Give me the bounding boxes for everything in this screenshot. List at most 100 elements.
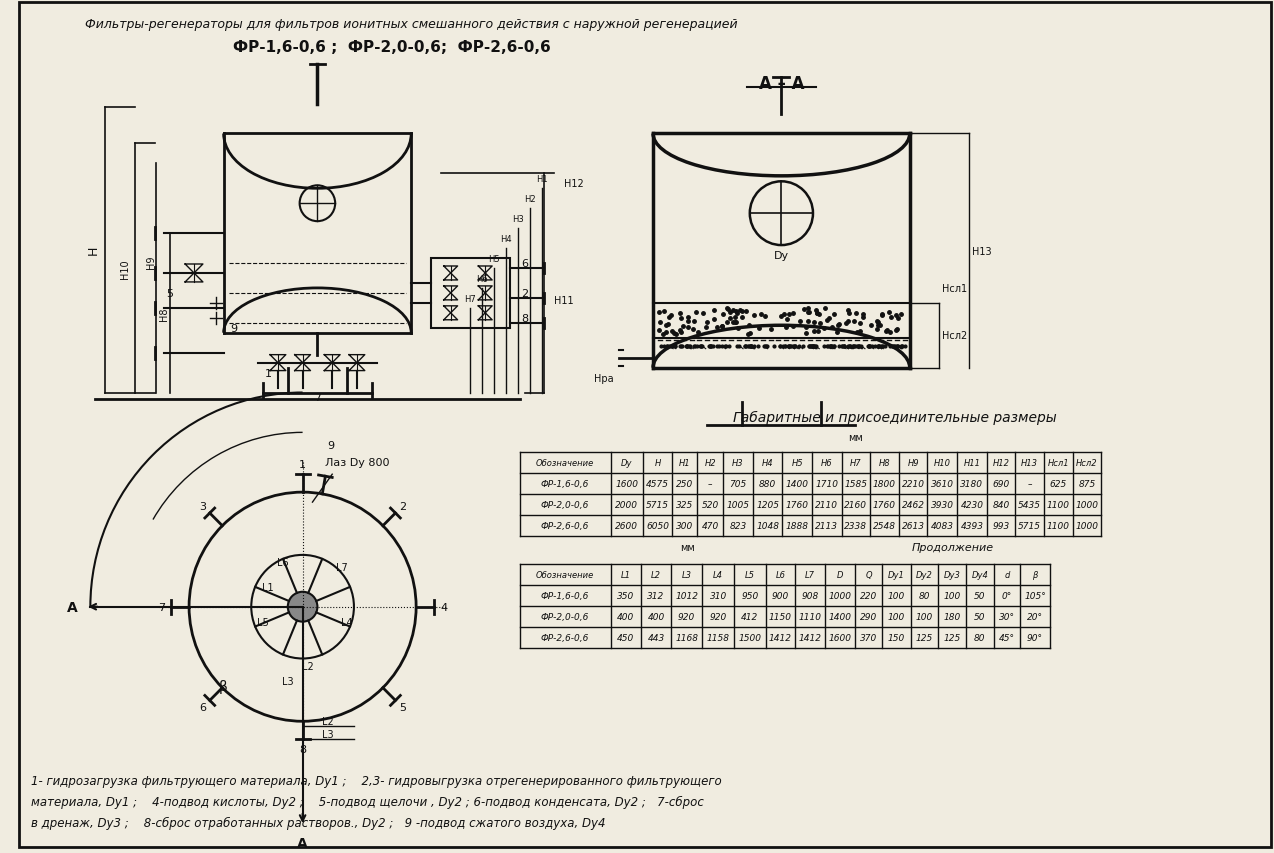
Text: 290: 290: [860, 612, 878, 621]
Text: 840: 840: [992, 501, 1010, 509]
Text: 100: 100: [888, 591, 905, 600]
Text: Нсл2: Нсл2: [943, 331, 967, 341]
Text: 400: 400: [618, 612, 634, 621]
Text: ФР-1,6-0,6: ФР-1,6-0,6: [541, 591, 590, 600]
Text: 100: 100: [888, 612, 905, 621]
Text: 7: 7: [313, 393, 321, 403]
Text: 2000: 2000: [615, 501, 638, 509]
Text: 1205: 1205: [755, 501, 780, 509]
Text: Нсл1: Нсл1: [1047, 459, 1069, 467]
Text: H1: H1: [535, 175, 548, 184]
Text: 900: 900: [772, 591, 789, 600]
Text: L7: L7: [805, 570, 815, 579]
Text: L1: L1: [262, 582, 274, 592]
Text: 2462: 2462: [902, 501, 925, 509]
Text: 1000: 1000: [1075, 521, 1098, 531]
Text: Q: Q: [865, 570, 873, 579]
Text: 90°: 90°: [1027, 633, 1043, 641]
Text: 2613: 2613: [902, 521, 925, 531]
Text: L2: L2: [651, 570, 661, 579]
Text: 350: 350: [618, 591, 634, 600]
Text: 8: 8: [299, 745, 306, 754]
Text: 400: 400: [647, 612, 665, 621]
Text: 1412: 1412: [769, 633, 792, 641]
Text: 2210: 2210: [902, 479, 925, 489]
Text: H3: H3: [733, 459, 744, 467]
Text: L6: L6: [276, 557, 289, 567]
Text: 105°: 105°: [1024, 591, 1046, 600]
Text: H9: H9: [145, 255, 155, 269]
Text: 310: 310: [710, 591, 727, 600]
Text: L4: L4: [341, 617, 353, 627]
Text: d: d: [1004, 570, 1010, 579]
Text: 1600: 1600: [828, 633, 851, 641]
Text: Продолжение: Продолжение: [912, 543, 994, 552]
Text: 125: 125: [944, 633, 961, 641]
Text: 180: 180: [944, 612, 961, 621]
Text: Dy1: Dy1: [888, 570, 905, 579]
Text: 1150: 1150: [769, 612, 792, 621]
Text: L2: L2: [302, 662, 313, 671]
Text: 1412: 1412: [799, 633, 822, 641]
Text: материала, Dy1 ;    4-подвод кислоты, Dy2 ;    5-подвод щелочи , Dy2 ; 6-подвод : материала, Dy1 ; 4-подвод кислоты, Dy2 ;…: [31, 795, 705, 808]
Text: 8: 8: [521, 313, 529, 323]
Text: H3: H3: [512, 215, 524, 223]
Text: 312: 312: [647, 591, 665, 600]
Text: 125: 125: [916, 633, 933, 641]
Text: Dy: Dy: [622, 459, 633, 467]
Text: 3180: 3180: [961, 479, 984, 489]
Text: 1- гидрозагрузка фильтрующего материала, Dy1 ;    2,3- гидровыгрузка отрегенерир: 1- гидрозагрузка фильтрующего материала,…: [31, 775, 722, 787]
Text: 2: 2: [521, 288, 529, 299]
Text: 1000: 1000: [1075, 501, 1098, 509]
Text: 370: 370: [860, 633, 878, 641]
Text: 9: 9: [327, 440, 335, 450]
Text: 5: 5: [166, 288, 173, 299]
Text: 6: 6: [521, 258, 529, 269]
Text: ФР-1,6-0,6 ;  ФР-2,0-0,6;  ФР-2,6-0,6: ФР-1,6-0,6 ; ФР-2,0-0,6; ФР-2,6-0,6: [233, 40, 550, 55]
Text: 20°: 20°: [1027, 612, 1043, 621]
Text: H11: H11: [554, 296, 575, 306]
Text: 100: 100: [944, 591, 961, 600]
Text: H5: H5: [488, 255, 499, 264]
Text: 1005: 1005: [726, 501, 749, 509]
Text: 4575: 4575: [646, 479, 669, 489]
Text: 875: 875: [1078, 479, 1096, 489]
Text: L5: L5: [257, 617, 269, 627]
Text: Нсл2: Нсл2: [1077, 459, 1098, 467]
Text: H8: H8: [879, 459, 891, 467]
Text: 9: 9: [229, 323, 237, 334]
Text: 1400: 1400: [828, 612, 851, 621]
Text: L5: L5: [745, 570, 754, 579]
Text: H8: H8: [159, 307, 169, 320]
Text: 1158: 1158: [707, 633, 730, 641]
Text: H7: H7: [465, 294, 476, 304]
Text: Лаз Dy 800: Лаз Dy 800: [325, 458, 389, 467]
Text: в дренаж, Dy3 ;    8-сброс отработанных растворов., Dy2 ;   9 -подвод сжатого во: в дренаж, Dy3 ; 8-сброс отработанных рас…: [31, 816, 605, 829]
Text: H7: H7: [850, 459, 861, 467]
Text: H6: H6: [476, 275, 488, 283]
Text: 1500: 1500: [739, 633, 762, 641]
Text: 920: 920: [678, 612, 696, 621]
Text: 45°: 45°: [999, 633, 1015, 641]
Text: H4: H4: [762, 459, 773, 467]
Text: 1100: 1100: [1047, 501, 1070, 509]
Text: Dy: Dy: [773, 251, 789, 261]
Text: 1048: 1048: [755, 521, 780, 531]
Text: 1: 1: [299, 460, 306, 470]
Text: 80: 80: [919, 591, 930, 600]
Text: мм: мм: [680, 543, 696, 552]
Text: Нра: Нра: [594, 373, 614, 383]
Text: ФР-2,0-0,6: ФР-2,0-0,6: [541, 612, 590, 621]
Text: β: β: [1032, 570, 1038, 579]
Text: 5715: 5715: [646, 501, 669, 509]
Text: 1110: 1110: [799, 612, 822, 621]
Text: Обозначение: Обозначение: [536, 459, 594, 467]
Text: 625: 625: [1050, 479, 1066, 489]
Text: H13: H13: [972, 247, 991, 256]
Text: 2110: 2110: [815, 501, 838, 509]
Text: L3: L3: [282, 676, 293, 687]
Text: Фильтры-регенераторы для фильтров ионитных смешанного действия с наружной регене: Фильтры-регенераторы для фильтров ионитн…: [85, 18, 738, 31]
Text: A: A: [297, 836, 308, 850]
Text: H12: H12: [564, 179, 583, 189]
Circle shape: [288, 592, 317, 622]
